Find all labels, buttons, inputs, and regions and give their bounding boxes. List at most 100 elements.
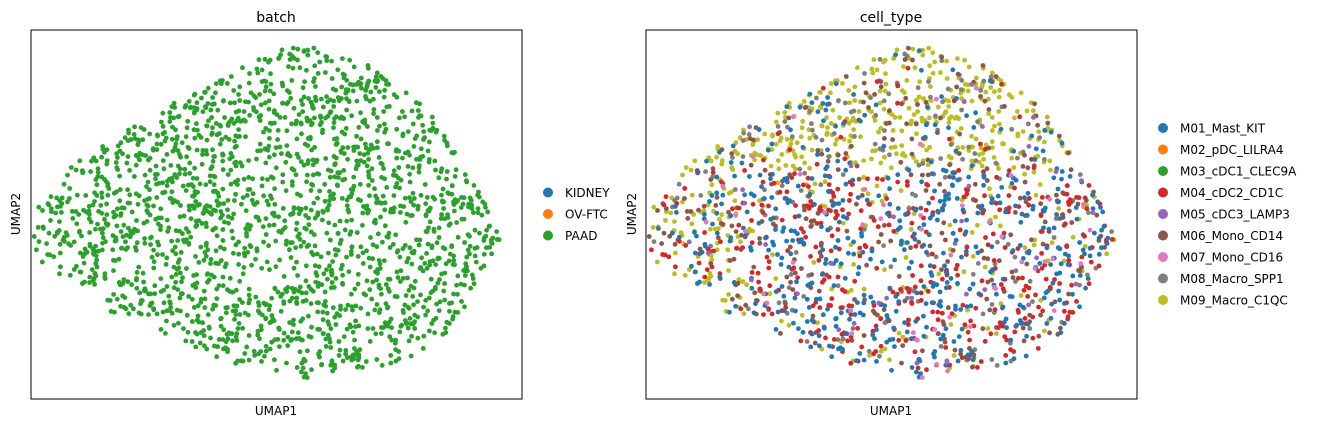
data-point [177, 228, 183, 234]
data-point [831, 337, 837, 342]
data-point [891, 325, 897, 331]
data-point [147, 187, 152, 193]
data-point [197, 181, 203, 187]
data-point [919, 226, 924, 232]
legend-label: M06_Mono_CD14 [1180, 229, 1283, 243]
data-point [400, 155, 405, 161]
data-point [303, 290, 309, 296]
data-point [850, 177, 856, 183]
data-point [459, 299, 464, 304]
data-point [274, 367, 279, 373]
data-point [87, 230, 92, 235]
data-point [228, 167, 234, 173]
data-point [68, 165, 74, 170]
data-point [429, 114, 435, 120]
data-point [981, 169, 986, 175]
data-point [486, 224, 492, 229]
data-point [438, 216, 444, 221]
data-point [955, 358, 961, 364]
data-point [980, 63, 986, 68]
data-point [169, 274, 175, 280]
data-point [350, 307, 355, 313]
data-point [451, 253, 456, 259]
data-point [731, 256, 737, 262]
data-point [1079, 264, 1084, 270]
data-point [144, 219, 150, 224]
data-point [964, 113, 969, 119]
data-point [1042, 328, 1047, 334]
plot-frame [645, 29, 1138, 400]
data-point [867, 353, 872, 358]
data-point [1074, 216, 1080, 222]
legend-marker [1158, 166, 1168, 176]
data-point [991, 258, 997, 263]
data-point [452, 262, 457, 268]
data-point [841, 220, 846, 226]
data-point [178, 250, 184, 255]
data-point [959, 107, 964, 113]
data-point [672, 271, 677, 277]
data-point [789, 134, 795, 140]
data-point [782, 119, 788, 124]
data-point [374, 244, 380, 250]
data-point [405, 129, 411, 135]
data-point [382, 121, 387, 127]
data-point [878, 232, 884, 237]
data-point [941, 220, 947, 226]
data-point [92, 199, 97, 204]
data-point [946, 125, 951, 131]
data-point [338, 306, 343, 312]
data-point [817, 296, 823, 302]
data-point [423, 213, 429, 219]
data-point [366, 174, 372, 180]
data-point [125, 154, 131, 160]
data-point [774, 119, 779, 125]
data-point [487, 245, 492, 250]
data-point [193, 224, 199, 229]
data-point [978, 359, 984, 364]
data-point [382, 176, 387, 182]
data-point [478, 265, 484, 271]
data-point [35, 225, 41, 230]
data-point [221, 327, 227, 333]
data-point [740, 138, 746, 144]
data-point [218, 316, 224, 321]
data-point [111, 257, 116, 263]
data-point [347, 81, 353, 87]
data-point [187, 105, 193, 111]
data-point [1060, 215, 1066, 220]
data-point [882, 267, 887, 273]
data-point [943, 326, 949, 332]
data-point [320, 309, 326, 315]
data-point [406, 338, 412, 344]
data-point [1009, 155, 1015, 161]
data-point [125, 279, 131, 284]
data-point [692, 269, 698, 275]
data-point [374, 115, 380, 120]
data-point [925, 104, 930, 110]
data-point [253, 214, 259, 220]
data-point [225, 287, 230, 293]
data-point [418, 192, 424, 198]
data-point [852, 297, 857, 302]
data-point [1041, 295, 1047, 301]
data-point [303, 205, 309, 211]
data-point [929, 159, 934, 165]
data-point [899, 128, 905, 134]
data-point [283, 287, 288, 292]
data-point [932, 59, 938, 65]
data-point [983, 235, 988, 240]
data-point [738, 239, 743, 245]
data-point [271, 318, 277, 324]
data-point [272, 357, 277, 363]
data-point [244, 230, 249, 236]
data-point [872, 336, 877, 342]
data-point [212, 154, 218, 159]
data-point [58, 264, 63, 270]
data-point [280, 172, 286, 178]
data-point [933, 254, 939, 260]
data-point [209, 132, 215, 138]
data-point [719, 201, 724, 207]
data-point [1014, 322, 1020, 328]
data-point [360, 210, 366, 216]
